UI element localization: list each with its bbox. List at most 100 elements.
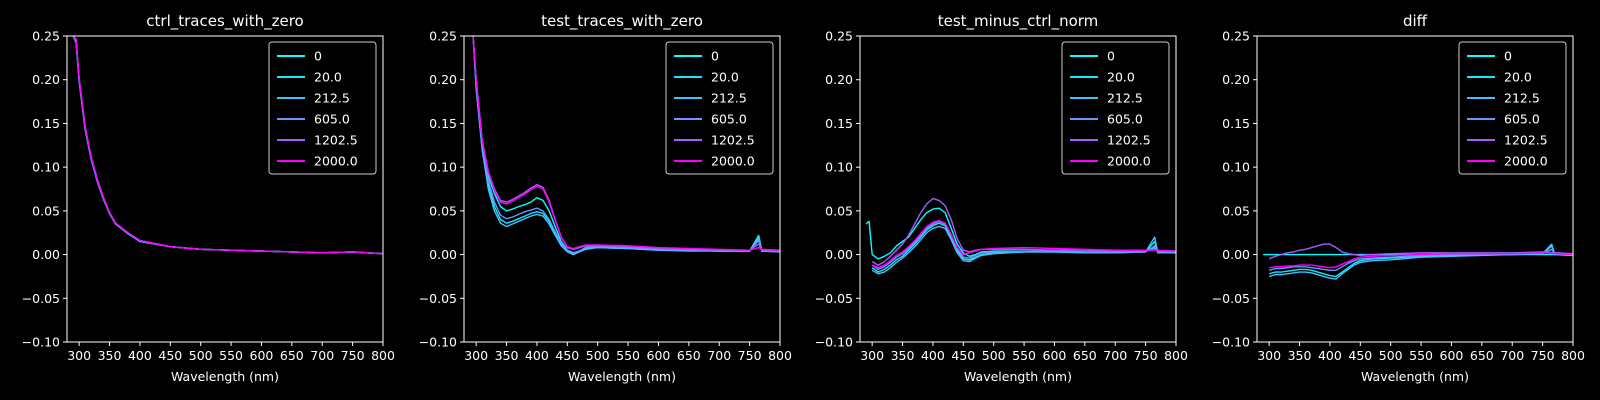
x-tick-label: 450 <box>1348 348 1372 363</box>
y-tick-label: 0.20 <box>825 72 853 87</box>
legend: 0 20.0 212.5 605.0 1202.5 2000.0 <box>1061 41 1170 175</box>
legend-label: 0 <box>314 49 322 64</box>
y-tick-label: 0.05 <box>825 203 853 218</box>
y-tick-label: −0.10 <box>419 335 457 350</box>
legend-label: 20.0 <box>314 70 342 85</box>
x-tick-label: 550 <box>219 348 243 363</box>
x-tick-label: 300 <box>67 348 91 363</box>
legend-label: 212.5 <box>1107 91 1143 106</box>
y-tick-label: 0.05 <box>429 203 457 218</box>
y-tick-label: 0.20 <box>1222 72 1250 87</box>
y-tick-label: 0.25 <box>32 29 60 44</box>
x-tick-label: 300 <box>464 348 488 363</box>
x-tick-label: 300 <box>1257 348 1281 363</box>
x-tick-label: 650 <box>1470 348 1494 363</box>
x-tick-label: 600 <box>1440 348 1464 363</box>
legend-label: 0 <box>1504 49 1512 64</box>
y-tick-label: 0.05 <box>32 203 60 218</box>
x-tick-label: 500 <box>189 348 213 363</box>
y-tick-label: 0.10 <box>429 160 457 175</box>
legend-label: 2000.0 <box>1504 154 1548 169</box>
x-tick-label: 700 <box>707 348 731 363</box>
chart-title: diff <box>1403 12 1428 30</box>
x-tick-label: 600 <box>647 348 671 363</box>
legend-label: 0 <box>711 49 719 64</box>
series-line-605-0 <box>871 220 1176 271</box>
y-tick-label: 0.25 <box>825 29 853 44</box>
x-tick-label: 700 <box>310 348 334 363</box>
series-line-1202-5 <box>871 197 1176 266</box>
legend-label: 20.0 <box>1504 70 1532 85</box>
series-line-2000-0 <box>72 36 383 255</box>
legend-label: 1202.5 <box>314 133 358 148</box>
x-tick-label: 750 <box>341 348 365 363</box>
series-group <box>72 36 383 255</box>
x-tick-label: 550 <box>1012 348 1036 363</box>
y-tick-label: 0.20 <box>429 72 457 87</box>
x-tick-label: 450 <box>951 348 975 363</box>
legend: 0 20.0 212.5 605.0 1202.5 2000.0 <box>665 41 774 175</box>
legend-label: 605.0 <box>314 112 350 127</box>
chart-panel-4: diff −0.10 −0.05 0.00 0.05 0.10 0.15 0.20 0.25 30… <box>1212 12 1585 384</box>
series-group <box>472 36 780 256</box>
x-axis-label: Wavelength (nm) <box>171 369 279 384</box>
x-tick-label: 550 <box>1409 348 1433 363</box>
series-line-212-5 <box>1269 243 1573 280</box>
x-tick-label: 350 <box>1288 348 1312 363</box>
y-tick-label: 0.25 <box>1222 29 1250 44</box>
x-tick-label: 800 <box>768 348 792 363</box>
y-tick-label: 0.15 <box>429 116 457 131</box>
y-tick-label: 0.15 <box>32 116 60 131</box>
x-tick-label: 450 <box>158 348 182 363</box>
x-tick-label: 600 <box>1043 348 1067 363</box>
x-tick-label: 800 <box>1561 348 1585 363</box>
y-tick-label: 0.00 <box>32 247 60 262</box>
legend: 0 20.0 212.5 605.0 1202.5 2000.0 <box>268 41 377 175</box>
x-tick-label: 700 <box>1103 348 1127 363</box>
x-tick-label: 500 <box>982 348 1006 363</box>
series-line-2000-0 <box>472 36 780 251</box>
y-tick-label: 0.10 <box>825 160 853 175</box>
series-line-2000-0 <box>1269 252 1573 269</box>
chart-panel-3: test_minus_ctrl_norm −0.10 −0.05 0.00 0.05 0.… <box>815 12 1188 384</box>
chart-title: test_minus_ctrl_norm <box>938 12 1099 31</box>
x-tick-label: 500 <box>1379 348 1403 363</box>
x-axis-label: Wavelength (nm) <box>1361 369 1469 384</box>
x-tick-label: 800 <box>371 348 395 363</box>
legend-label: 212.5 <box>314 91 350 106</box>
chart-title: ctrl_traces_with_zero <box>146 12 303 31</box>
y-tick-label: −0.05 <box>419 291 457 306</box>
axes-frame <box>463 35 781 343</box>
y-tick-label: 0.15 <box>825 116 853 131</box>
y-tick-label: 0.15 <box>1222 116 1250 131</box>
legend-label: 20.0 <box>1107 70 1135 85</box>
legend-label: 2000.0 <box>1107 154 1151 169</box>
y-tick-label: 0.00 <box>429 247 457 262</box>
chart-title: test_traces_with_zero <box>541 12 703 31</box>
x-tick-label: 500 <box>586 348 610 363</box>
y-tick-label: −0.05 <box>1212 291 1250 306</box>
x-tick-label: 700 <box>1500 348 1524 363</box>
legend-label: 605.0 <box>711 112 747 127</box>
x-tick-label: 800 <box>1164 348 1188 363</box>
x-tick-label: 400 <box>1318 348 1342 363</box>
x-tick-label: 300 <box>860 348 884 363</box>
legend-label: 605.0 <box>1107 112 1143 127</box>
x-tick-label: 350 <box>495 348 519 363</box>
y-tick-label: −0.10 <box>1212 335 1250 350</box>
chart-panel-2: test_traces_with_zero −0.10 −0.05 0.00 0.05 0… <box>419 12 792 384</box>
x-tick-label: 400 <box>128 348 152 363</box>
series-group <box>1263 243 1573 280</box>
y-tick-label: −0.10 <box>22 335 60 350</box>
legend-label: 212.5 <box>711 91 747 106</box>
legend-label: 212.5 <box>1504 91 1540 106</box>
y-tick-label: 0.10 <box>1222 160 1250 175</box>
x-tick-label: 650 <box>280 348 304 363</box>
y-tick-label: 0.10 <box>32 160 60 175</box>
series-line-20-0 <box>1269 245 1573 278</box>
x-axis-label: Wavelength (nm) <box>568 369 676 384</box>
series-line-1202-5 <box>1268 243 1573 260</box>
series-line-2000-0 <box>871 219 1176 269</box>
legend-label: 1202.5 <box>711 133 755 148</box>
